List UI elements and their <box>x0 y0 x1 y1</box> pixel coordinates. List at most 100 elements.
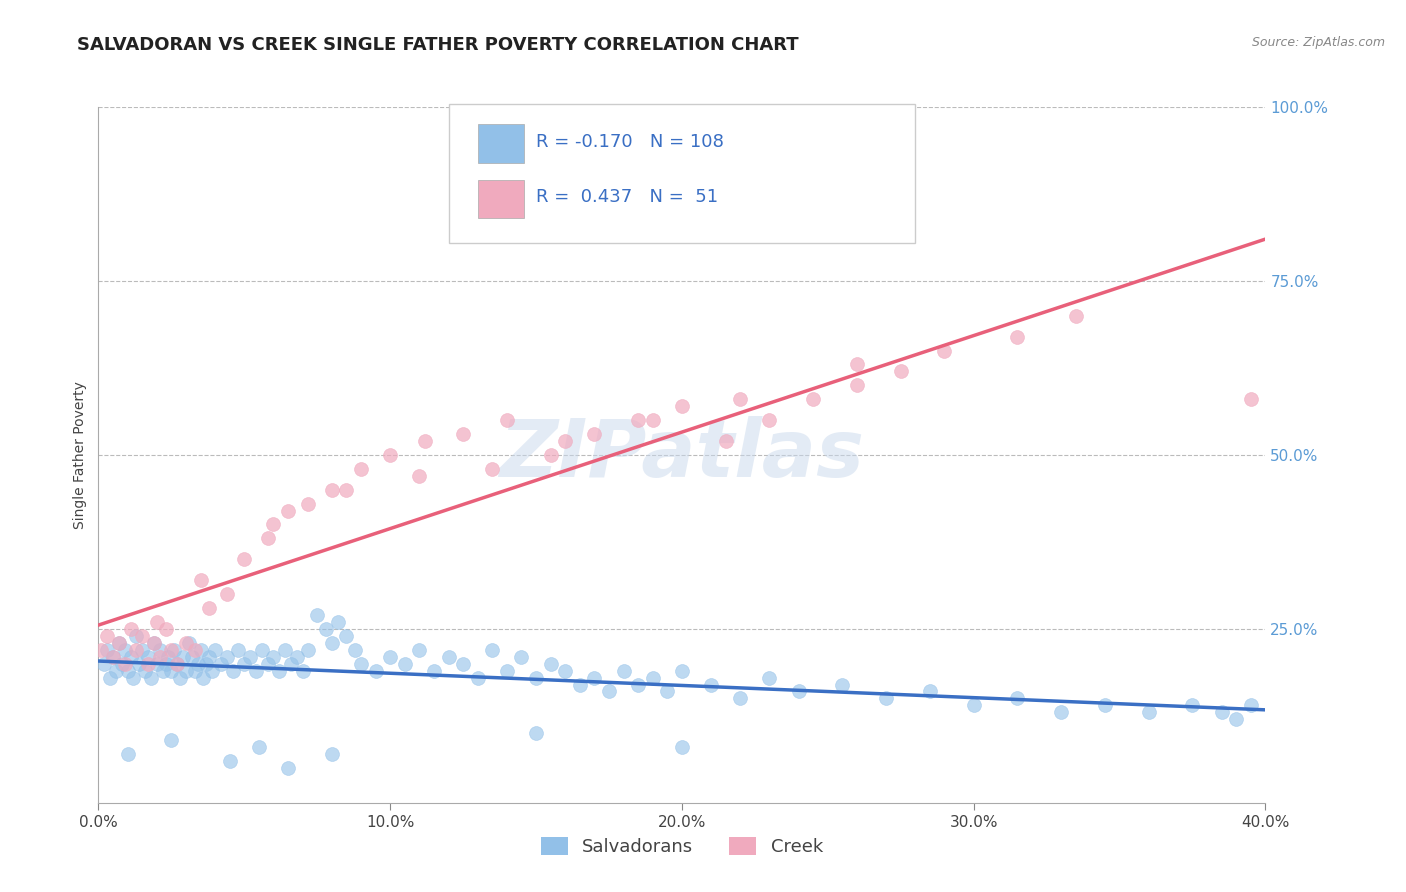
Point <box>481 642 503 657</box>
Point <box>262 649 284 664</box>
Point <box>1240 698 1263 713</box>
Point <box>142 636 165 650</box>
Point <box>131 629 153 643</box>
Point <box>256 657 278 671</box>
Point <box>204 642 226 657</box>
Point <box>291 664 314 678</box>
Point <box>307 607 329 622</box>
Point <box>554 664 576 678</box>
Text: R = -0.170   N = 108: R = -0.170 N = 108 <box>536 133 724 151</box>
Point <box>297 497 319 511</box>
Point <box>277 503 299 517</box>
Point <box>280 657 302 671</box>
Point <box>114 657 136 671</box>
Point <box>274 642 297 657</box>
Point <box>233 552 256 566</box>
Point <box>540 448 562 462</box>
Point <box>918 684 941 698</box>
Point <box>1050 706 1073 720</box>
Point <box>134 664 156 678</box>
Point <box>120 622 142 636</box>
Point <box>157 649 180 664</box>
Point <box>256 532 278 546</box>
Point <box>269 664 291 678</box>
Y-axis label: Single Father Poverty: Single Father Poverty <box>73 381 87 529</box>
Point <box>846 378 869 392</box>
Point <box>934 343 956 358</box>
Point <box>730 691 752 706</box>
Point <box>174 636 197 650</box>
Point <box>125 642 148 657</box>
Point <box>657 684 679 698</box>
Point <box>524 726 547 740</box>
Point <box>125 629 148 643</box>
Point <box>408 468 430 483</box>
Point <box>408 642 430 657</box>
Point <box>160 664 183 678</box>
Point <box>568 677 591 691</box>
Point <box>321 747 343 761</box>
Point <box>380 448 402 462</box>
Point <box>583 671 606 685</box>
Point <box>114 642 136 657</box>
Point <box>1094 698 1116 713</box>
Point <box>335 629 357 643</box>
Point <box>1225 712 1247 726</box>
Point <box>831 677 853 691</box>
FancyBboxPatch shape <box>478 180 524 219</box>
Point <box>149 649 172 664</box>
Point <box>245 664 267 678</box>
Point <box>149 642 172 657</box>
Point <box>146 615 169 629</box>
Point <box>228 642 250 657</box>
Point <box>467 671 489 685</box>
Point <box>285 649 308 664</box>
Point <box>1240 392 1263 407</box>
Point <box>117 747 139 761</box>
Text: SALVADORAN VS CREEK SINGLE FATHER POVERTY CORRELATION CHART: SALVADORAN VS CREEK SINGLE FATHER POVERT… <box>77 36 799 54</box>
Point <box>128 657 150 671</box>
Point <box>142 636 165 650</box>
Point <box>122 671 145 685</box>
Point <box>758 671 780 685</box>
Point <box>221 664 243 678</box>
Point <box>350 657 373 671</box>
Text: Source: ZipAtlas.com: Source: ZipAtlas.com <box>1251 36 1385 49</box>
Point <box>671 399 693 413</box>
Point <box>93 657 115 671</box>
Point <box>96 629 118 643</box>
Point <box>875 691 897 706</box>
Point <box>163 642 186 657</box>
Point <box>101 649 124 664</box>
Point <box>612 664 634 678</box>
Point <box>1007 329 1029 343</box>
Point <box>326 615 349 629</box>
FancyBboxPatch shape <box>449 103 915 243</box>
Point <box>540 657 562 671</box>
Point <box>98 671 121 685</box>
Point <box>117 664 139 678</box>
Point <box>671 740 693 755</box>
Point <box>554 434 576 448</box>
Point <box>700 677 723 691</box>
Point <box>1181 698 1204 713</box>
Point <box>962 698 984 713</box>
Point <box>335 483 357 497</box>
Point <box>277 761 299 775</box>
Point <box>193 671 215 685</box>
Point <box>413 434 436 448</box>
Point <box>510 649 533 664</box>
Point <box>250 642 273 657</box>
Point <box>239 649 262 664</box>
Point <box>96 642 118 657</box>
Point <box>209 657 232 671</box>
Point <box>190 642 212 657</box>
Point <box>190 573 212 587</box>
Point <box>120 649 142 664</box>
Point <box>394 657 416 671</box>
Point <box>177 636 200 650</box>
Point <box>146 657 169 671</box>
Point <box>364 664 387 678</box>
Point <box>1211 706 1233 720</box>
Point <box>166 657 188 671</box>
